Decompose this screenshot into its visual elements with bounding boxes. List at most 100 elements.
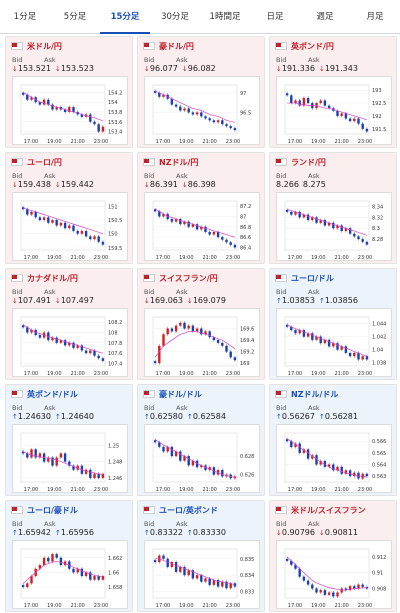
tab-4[interactable]: 1時間足 [209,12,241,22]
x-tick-label: 17:00 [288,255,302,261]
y-tick-label: 107.6 [108,351,122,357]
mini-chart[interactable]: 0.835 0.834 0.833 17:00 19:00 21:00 23:00 [144,540,260,609]
bid-label: Bid [276,56,287,64]
ask-value-group: ↓153.523 [55,64,94,73]
rate-card[interactable]: 豪ドル/円 Bid Ask ↓96.077 ↓96.082 97 96.5 17:00 19:0… [137,36,265,148]
pair-title[interactable]: ユーロ/豪ドル [11,505,78,517]
bid-label: Bid [276,520,287,528]
pair-name: ユーロ/英ポンド [159,506,218,515]
x-tick-label: 23:00 [226,487,240,493]
candle-body [212,120,216,123]
rate-card[interactable]: 米ドル/スイスフラン Bid Ask ↓0.90796 ↓0.90811 0.912 0.9… [269,500,397,612]
candle-body [195,112,199,115]
pair-title[interactable]: 米ドル/円 [11,41,62,53]
candle-body [361,239,364,242]
pair-title[interactable]: カナダドル/円 [11,273,78,285]
candle-body [344,346,348,353]
pair-title[interactable]: 英ポンド/円 [275,41,334,53]
mini-chart[interactable]: 97 96.5 17:00 19:00 21:00 23:00 [144,76,260,145]
direction-arrow: ↑ [144,529,150,537]
ask-label: Ask [176,172,188,180]
y-tick-label: 169.2 [240,350,254,356]
y-tick-label: 1.038 [372,361,386,367]
mini-chart[interactable]: 0.912 0.91 0.908 17:00 19:00 21:00 23:00 [276,540,392,609]
mini-chart[interactable]: 151 150.5 150 159.5 17:00 19:00 21:00 23:00 [12,192,128,261]
y-tick-label: 1.662 [108,556,122,562]
candle-body [93,350,96,356]
rate-card[interactable]: ユーロ/英ポンド Bid Ask ↑0.83322 ↑0.83330 0.835 0.834… [137,500,265,612]
y-tick-label: 107.8 [108,341,122,347]
pair-title[interactable]: ユーロ/円 [11,157,62,169]
tab-6[interactable]: 週足 [316,12,334,22]
rate-card[interactable]: 英ポンド/ドル Bid Ask ↑1.24630 ↑1.24640 1.25 1.248 1.… [5,384,133,496]
mini-chart[interactable]: 8.34 8.32 8.3 8.28 17:00 19:00 21:00 23:00 [276,192,392,261]
mini-chart[interactable]: 154.2 154 153.8 153.6 153.4 17:00 19:00 21:00 23… [12,76,128,145]
mini-chart[interactable]: 193 192.5 192 191.5 17:00 19:00 21:00 23:00 [276,76,392,145]
rate-card[interactable]: ランド/円 Bid Ask 8.266 8.275 8.34 8.32 8.3 8.28 17:0… [269,152,397,264]
ask-value: 159.442 [60,180,94,189]
y-tick-label: 191.5 [372,127,386,133]
pair-title[interactable]: ランド/円 [275,157,326,169]
candle-body [174,325,178,332]
ask-value-group: ↓191.343 [319,64,358,73]
pair-title[interactable]: 豪ドル/円 [143,41,194,53]
candle-body [298,211,301,218]
mini-chart[interactable]: 1.044 1.042 1.04 1.038 17:00 19:00 21:00 23:00 [276,308,392,377]
tab-3[interactable]: 30分足 [161,12,189,22]
pair-title[interactable]: ユーロ/英ポンド [143,505,218,517]
mini-chart[interactable]: 1.25 1.248 1.246 17:00 19:00 21:00 23:00 [12,424,128,493]
pair-title[interactable]: 米ドル/スイスフラン [275,505,366,517]
plot-frame [284,548,370,599]
rate-card[interactable]: NZドル/ドル Bid Ask ↑0.56267 ↑0.56281 0.566 0.565 0… [269,384,397,496]
candle-body [195,224,199,230]
pair-title[interactable]: ユーロ/ドル [275,273,334,285]
mini-chart[interactable]: 87.2 87 86.8 86.6 86.4 17:00 19:00 21:00 23:00 [144,192,260,261]
candle-body [166,446,169,452]
bid-label: Bid [144,520,155,528]
moving-average-line [22,92,104,122]
mini-chart[interactable]: 1.662 1.66 1.658 17:00 19:00 21:00 23:00 [12,540,128,609]
tab-1[interactable]: 5分足 [63,12,87,22]
ask-value-group: ↓159.442 [55,180,94,189]
tab-7[interactable]: 月足 [366,12,384,22]
y-tick-label: 159.5 [108,246,122,252]
quote-row: ↓0.90796 ↓0.90811 [276,528,358,537]
pair-title[interactable]: NZドル/円 [143,157,198,169]
rate-card[interactable]: 豪ドル/ドル Bid Ask ↑0.62580 ↑0.62584 0.628 0.626 17… [137,384,265,496]
candle-body [348,352,352,357]
moving-average-line [286,208,368,236]
candle-body [348,228,352,234]
candle-body [315,588,318,593]
rate-card[interactable]: ユーロ/ドル Bid Ask ↑1.03853 ↑1.03856 1.044 1.042 1.… [269,268,397,380]
rate-card[interactable]: NZドル/円 Bid Ask ↓86.391 ↓86.398 87.2 87 86.8 86.6… [137,152,265,264]
rate-card[interactable]: 米ドル/円 Bid Ask ↓153.521 ↓153.523 154.2 154 153.8… [5,36,133,148]
mini-chart[interactable]: 0.566 0.565 0.564 0.563 17:00 19:00 21:00 23:00 [276,424,392,493]
y-tick-label: 1.66 [108,570,119,576]
tab-5[interactable]: 日足 [266,12,284,22]
rate-card[interactable]: 英ポンド/円 Bid Ask ↓191.336 ↓191.343 193 192.5 192 1… [269,36,397,148]
rate-card[interactable]: ユーロ/豪ドル Bid Ask ↑1.65942 ↑1.65956 1.662 1.66 1.… [5,500,133,612]
direction-arrow: ↓ [181,65,188,73]
candle-body [47,557,50,562]
mini-chart[interactable]: 169.6 169.4 169.2 169 17:00 19:00 21:00 23:00 [144,308,260,377]
rate-card[interactable]: ユーロ/円 Bid Ask ↓159.438 ↓159.442 151 150.5 150 15… [5,152,133,264]
x-tick-label: 23:00 [94,487,108,493]
candle-body [187,325,190,329]
tab-2[interactable]: 15分足 [100,0,150,34]
candle-body [298,330,301,334]
pair-title[interactable]: 豪ドル/ドル [143,389,202,401]
candle-body [101,126,105,132]
rate-card[interactable]: カナダドル/円 Bid Ask ↓107.491 ↓107.497 108.2 108 107… [5,268,133,380]
y-tick-label: 0.626 [240,473,254,479]
rate-card[interactable]: スイスフラン/円 Bid Ask ↓169.063 ↓169.079 169.6 169.4… [137,268,265,380]
bid-value: 169.063 [149,296,183,305]
mini-chart[interactable]: 108.2 108 107.8 107.6 107.4 17:00 19:00 21:00 23… [12,308,128,377]
x-tick-label: 23:00 [226,371,240,377]
candle-body [84,350,88,354]
pair-title[interactable]: スイスフラン/円 [143,273,218,285]
pair-title[interactable]: NZドル/ドル [275,389,338,401]
mini-chart[interactable]: 0.628 0.626 17:00 19:00 21:00 23:00 [144,424,260,493]
flag-icon [143,274,155,282]
tab-0[interactable]: 1分足 [13,12,37,22]
pair-title[interactable]: 英ポンド/ドル [11,389,78,401]
